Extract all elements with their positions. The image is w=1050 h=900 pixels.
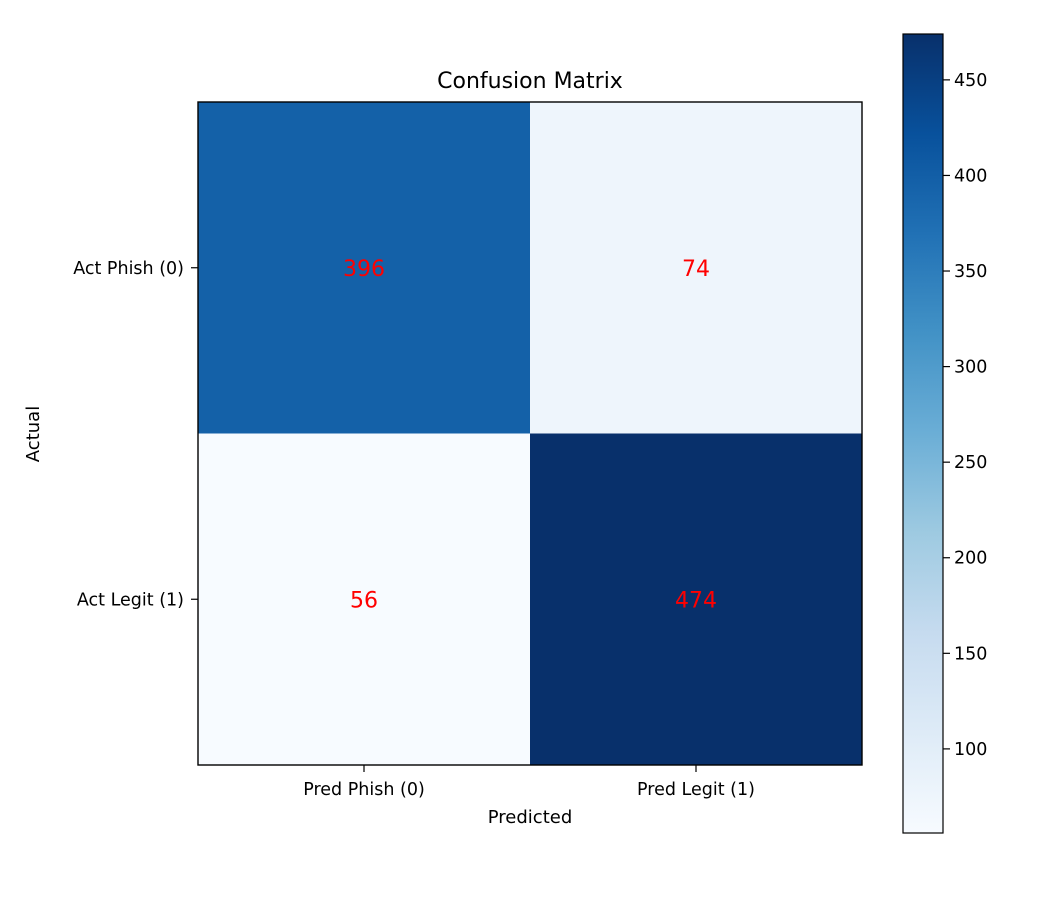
colorbar-ticks: 100 150 200 250 300 350 400 450: [943, 71, 987, 760]
colorbar-tick-label: 250: [954, 453, 987, 473]
x-axis-label: Predicted: [488, 807, 573, 828]
y-axis-ticks: Act Phish (0) Act Legit (1): [73, 259, 198, 610]
heatmap-cells: [198, 102, 862, 765]
colorbar-tick-label: 400: [954, 166, 987, 186]
colorbar-gradient: [902, 33, 944, 834]
heatmap-cell-0-0: [198, 102, 530, 434]
cell-value-1-1: 474: [675, 588, 717, 613]
x-tick-label: Pred Phish (0): [303, 780, 425, 800]
y-axis-label: Actual: [23, 406, 44, 462]
colorbar-tick-label: 100: [954, 740, 987, 760]
x-tick-label: Pred Legit (1): [637, 780, 755, 800]
cell-value-0-1: 74: [682, 257, 710, 282]
colorbar-tick-label: 300: [954, 358, 987, 378]
heatmap-cell-1-1: [530, 433, 862, 765]
colorbar-tick-label: 200: [954, 549, 987, 569]
plot-frame: [197, 101, 863, 766]
y-tick-label: Act Phish (0): [73, 259, 184, 279]
cell-annotations: 396 74 56 474: [343, 257, 717, 614]
colorbar: 100 150 200 250 300 350 400 450: [902, 33, 987, 834]
heatmap-cell-0-1: [530, 102, 862, 434]
cell-value-0-0: 396: [343, 257, 385, 282]
heatmap-cell-1-0: [198, 433, 530, 765]
colorbar-tick-label: 150: [954, 644, 987, 664]
colorbar-tick-label: 450: [954, 71, 987, 91]
cell-value-1-0: 56: [350, 588, 378, 613]
y-tick-label: Act Legit (1): [77, 590, 184, 610]
x-axis-ticks: Pred Phish (0) Pred Legit (1): [303, 765, 755, 800]
chart-title: Confusion Matrix: [437, 69, 623, 94]
colorbar-tick-label: 350: [954, 262, 987, 282]
